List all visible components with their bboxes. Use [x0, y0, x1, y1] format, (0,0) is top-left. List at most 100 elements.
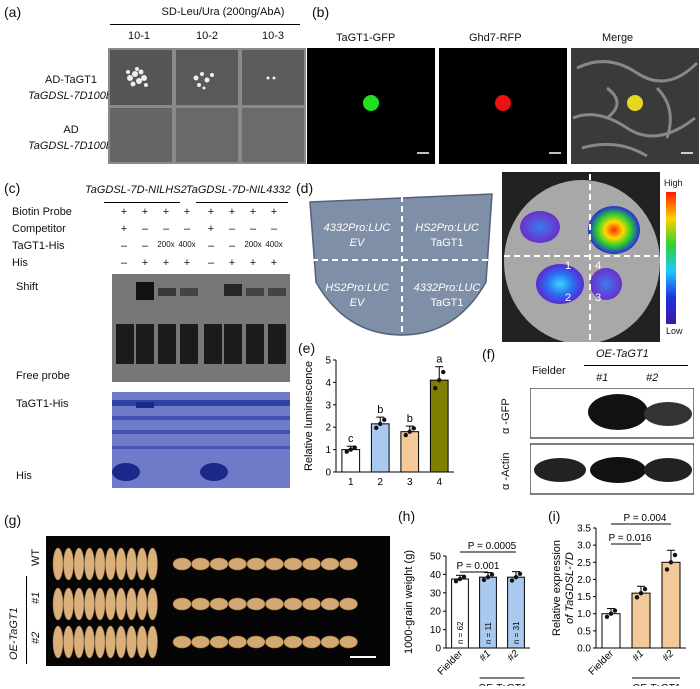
channel-label: TaGT1-GFP: [336, 32, 396, 44]
group-label: TaGDSL-7D-NILHS2: [85, 184, 187, 196]
western-group-label: OE-TaGT1: [596, 348, 649, 360]
grain-top: [172, 597, 192, 611]
quadrant-line1: 4332Pro:LUC: [413, 282, 481, 294]
data-point: [457, 576, 463, 582]
y-tick-label: 0: [435, 644, 441, 655]
merge-nucleus: [627, 95, 643, 111]
data-point: [634, 595, 640, 600]
quadrant-line2: TaGT1: [430, 237, 464, 249]
y-tick-label: 50: [430, 552, 442, 563]
grain-side: [147, 587, 158, 621]
x-tick-label: Fielder: [587, 648, 617, 678]
x-tick-label: #1: [477, 648, 493, 664]
row-label-line2: TaGDSL-7D100bp: [28, 140, 119, 152]
emsa-sign: +: [141, 206, 149, 218]
grain-side: [147, 547, 158, 581]
y-tick-label: 20: [430, 607, 442, 618]
emsa-sign: –: [207, 240, 215, 252]
grain-top: [339, 635, 358, 649]
grain-side: [115, 625, 127, 659]
p-value-label: P = 0.0005: [468, 541, 517, 552]
group-line: [104, 202, 180, 203]
emsa-sign: +: [183, 206, 191, 218]
grain-side: [126, 547, 137, 581]
data-point: [664, 567, 670, 572]
grain-top: [209, 597, 229, 611]
emsa-sign: –: [120, 240, 128, 252]
quadrant-line2: EV: [349, 297, 365, 309]
color-scale-bar: [666, 192, 676, 324]
grain-side: [147, 625, 158, 659]
grain-side: [105, 587, 116, 621]
gel-tagt1-label: TaGT1-His: [16, 398, 69, 410]
grain-top: [265, 635, 284, 649]
gel-his-label: His: [16, 470, 32, 482]
data-point: [604, 614, 610, 619]
western-row-label: α -GFP: [500, 398, 512, 434]
x-tick-label: #2: [660, 648, 676, 664]
panel-e-label: (e): [298, 340, 316, 356]
data-point: [485, 574, 491, 580]
rfp-nucleus: [495, 95, 511, 111]
panel-a-label: (a): [4, 4, 22, 20]
y-axis-label: Relative expression: [551, 540, 563, 636]
grain-group-line: [26, 576, 27, 664]
emsa-sign: –: [270, 223, 278, 235]
grain-top: [283, 557, 303, 571]
y-axis-label: 1000-grain weight (g): [403, 550, 415, 654]
grain-top: [209, 635, 229, 649]
grain-side: [94, 547, 106, 581]
data-point: [461, 574, 467, 579]
y-tick-label: 2: [325, 423, 331, 434]
emsa-sign: +: [162, 257, 170, 269]
p-value-label: P = 0.004: [624, 513, 667, 524]
chart-i-expression: 0.0 0.5 1.0 1.5 2.0 2.5 3.0 3.5 Fielder #1 #2 Relat…: [551, 513, 686, 686]
grain-top: [228, 557, 247, 571]
row-label-line1: AD: [63, 124, 79, 136]
panel-h-label: (h): [398, 508, 416, 524]
y-tick-label: 0.0: [577, 644, 591, 655]
data-point: [509, 578, 515, 583]
emsa-sign: +: [249, 257, 257, 269]
emsa-sign: –: [228, 223, 236, 235]
x-tick-label: 3: [407, 477, 413, 488]
grain-row-label: #1: [30, 591, 42, 604]
emsa-sign: +: [228, 206, 236, 218]
grain-side: [84, 587, 95, 621]
grain-top: [191, 597, 210, 611]
grain-side: [52, 625, 64, 659]
y-tick-label: 3.0: [577, 541, 591, 552]
luciferase-image: [502, 172, 660, 342]
emsa-sign: +: [207, 223, 215, 235]
data-point: [378, 421, 383, 427]
grain-side: [63, 625, 74, 659]
leaf-number: 2: [565, 292, 572, 304]
quadrant-line1: HS2Pro:LUC: [415, 222, 479, 234]
emsa-sign: +: [183, 257, 191, 269]
data-point: [344, 449, 349, 454]
scale-low-label: Low: [666, 326, 683, 336]
confocal-images: [307, 48, 699, 164]
grain-side: [73, 625, 85, 659]
emsa-row-label: TaGT1-His: [12, 240, 65, 252]
bar: [341, 449, 361, 473]
group-line: [196, 202, 288, 203]
y-tick-label: 0.5: [577, 626, 591, 637]
western-row-label: α -Actin: [500, 452, 512, 490]
western-group-line: [584, 365, 688, 366]
quadrant-line2: TaGT1: [430, 297, 464, 309]
dilution-label: 10-3: [262, 30, 285, 42]
data-point: [489, 572, 495, 577]
row-label-line2: TaGDSL-7D100bp: [28, 90, 119, 102]
data-point: [374, 425, 379, 431]
dilution-label: 10-1: [128, 30, 151, 42]
emsa-sign: –: [141, 223, 149, 235]
data-point: [348, 447, 353, 452]
x-tick-label: 2: [377, 477, 383, 488]
y-tick-label: 2.5: [577, 558, 591, 569]
n-label: n = 11: [484, 622, 493, 644]
data-point: [638, 590, 644, 596]
grain-top: [191, 557, 210, 571]
y-tick-label: 30: [430, 588, 442, 599]
